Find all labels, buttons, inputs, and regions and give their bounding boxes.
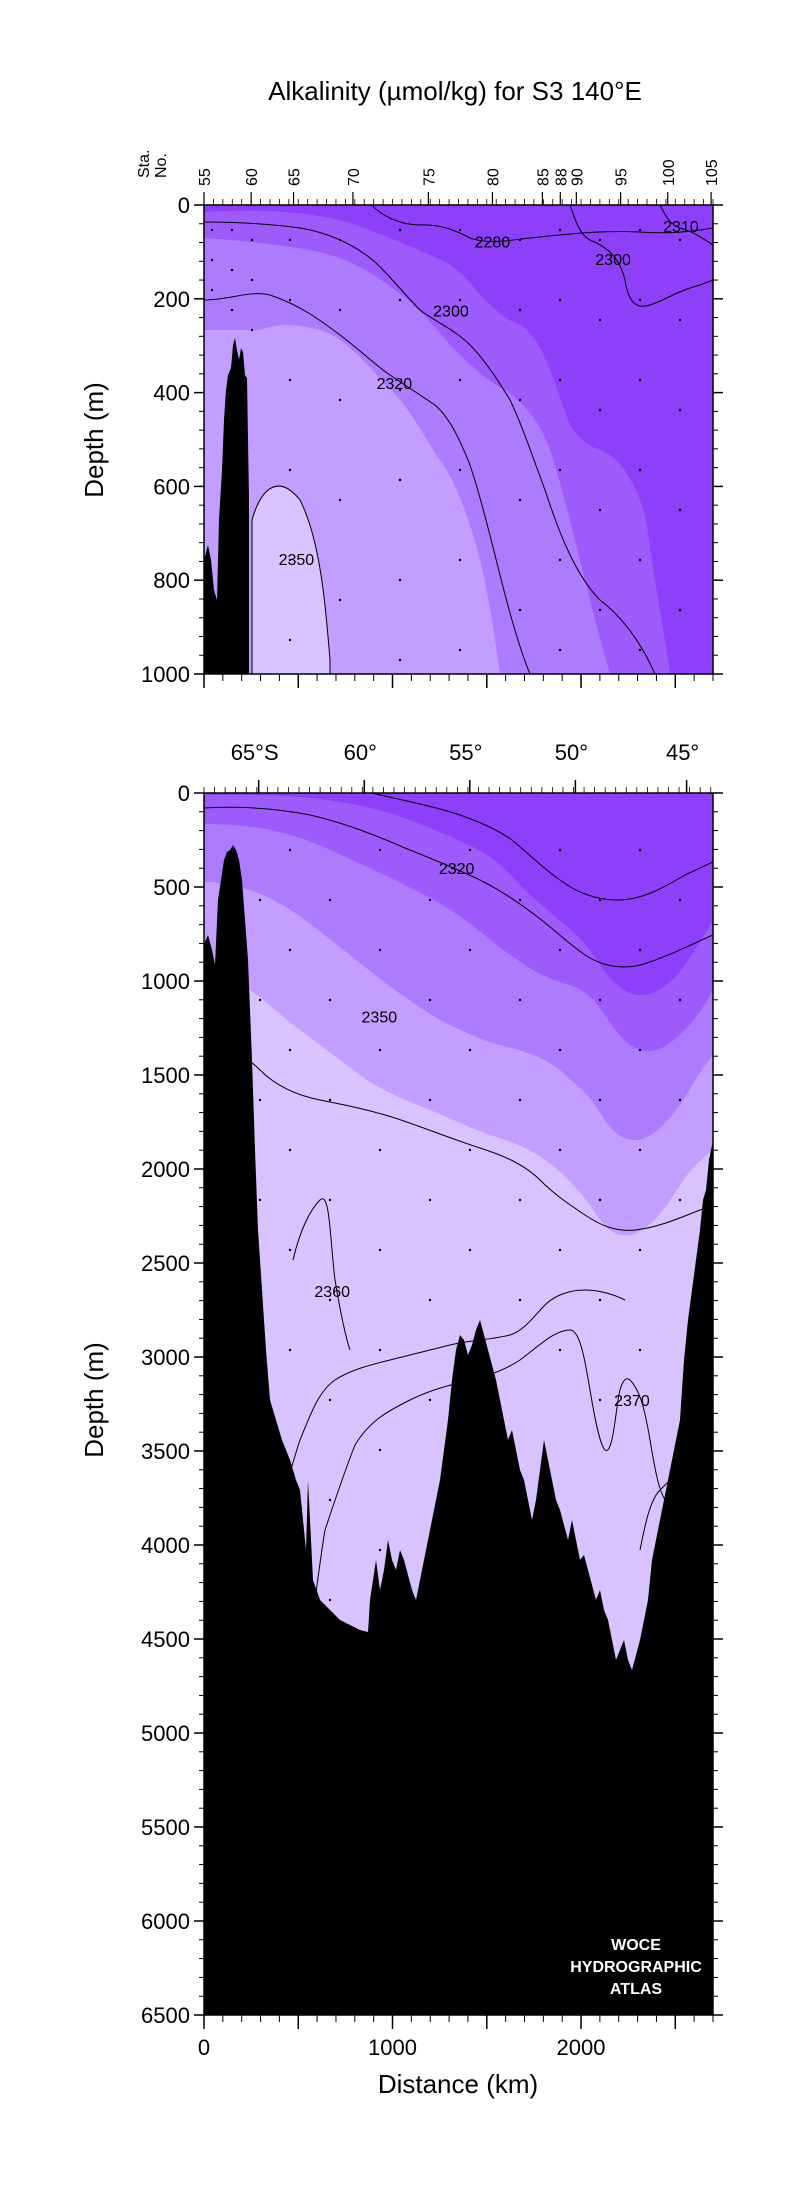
bottom-band-2320 xyxy=(204,793,713,995)
top-y-tick-label: 600 xyxy=(153,474,190,499)
bottom-contour-label: 2350 xyxy=(362,1010,398,1027)
bottom-x-tick-label: 1000 xyxy=(368,2035,417,2060)
bottom-y-tick-label: 6000 xyxy=(141,1909,190,1934)
station-label: 65 xyxy=(287,168,304,186)
bottom-contour-2360b xyxy=(309,1329,671,1641)
top-y-tick-label: 200 xyxy=(153,287,190,312)
top-band-2310 xyxy=(204,205,713,674)
latitude-label: 55° xyxy=(449,740,482,765)
top-plot-area xyxy=(204,205,713,674)
station-label: 55 xyxy=(197,168,214,186)
logo-atlas: ATLAS xyxy=(610,1981,662,1998)
bottom-panel: WOCE HYDROGRAPHIC ATLAS 2320 2350 2360 2370… xyxy=(79,740,723,2099)
bottom-y-tick-label: 2500 xyxy=(141,1251,190,1276)
station-label: 75 xyxy=(421,168,438,186)
station-label: 105 xyxy=(704,159,721,186)
top-contour-2325 xyxy=(204,293,531,674)
bottom-x-axis: 0 1000 2000 xyxy=(198,2015,714,2060)
bottom-y-tick-label: 6500 xyxy=(141,2003,190,2028)
bottom-y-tick-label: 3000 xyxy=(141,1345,190,1370)
top-contour-labels: 2280 2310 2300 2300 2320 2350 xyxy=(279,219,699,569)
station-label: 70 xyxy=(346,168,363,186)
station-label: 100 xyxy=(661,159,678,186)
bottom-contour-label: 2370 xyxy=(614,1393,650,1410)
latitude-label: 50° xyxy=(555,740,588,765)
bottom-contour-2355 xyxy=(204,1039,713,1231)
bottom-contour-label: 2360 xyxy=(314,1284,350,1301)
top-contour-label: 2280 xyxy=(475,235,511,252)
station-label: 90 xyxy=(569,168,586,186)
top-sample-dots xyxy=(210,228,682,662)
top-y-axis: 0 200 400 600 800 1000 xyxy=(141,193,723,688)
bottom-y-tick-label: 500 xyxy=(153,875,190,900)
bottom-contour-2365b xyxy=(292,1198,351,1351)
bottom-contour-label: 2320 xyxy=(439,861,475,878)
top-contour-label: 2300 xyxy=(595,252,631,269)
bottom-y-tick-label: 0 xyxy=(178,781,190,806)
woce-logo: WOCE HYDROGRAPHIC ATLAS xyxy=(570,1937,702,1998)
bottom-x-tick-label: 0 xyxy=(198,2035,210,2060)
bottom-plot-frame xyxy=(203,792,714,2016)
top-contours xyxy=(204,205,713,674)
bottom-bathymetry xyxy=(204,845,713,2015)
top-contour-2315 xyxy=(204,221,656,674)
bottom-x-tick-label: 2000 xyxy=(557,2035,606,2060)
logo-woce: WOCE xyxy=(611,1937,661,1954)
top-panel: 2280 2310 2300 2300 2320 2350 0 200 400 600 800 10… xyxy=(79,150,723,688)
bottom-x-axis-title: Distance (km) xyxy=(378,2069,538,2099)
bottom-y-tick-label: 3500 xyxy=(141,1439,190,1464)
station-axis-label-sta: Sta. xyxy=(136,150,153,178)
top-contour-2310 xyxy=(659,205,713,246)
station-axis-label-no: No. xyxy=(153,153,170,178)
bottom-latitude-axis: 65°S 60° 55° 50° 45° xyxy=(203,740,712,793)
latitude-label: 65°S xyxy=(231,740,279,765)
top-y-axis-title: Depth (m) xyxy=(79,382,109,498)
bottom-y-tick-label: 5000 xyxy=(141,1721,190,1746)
station-label: 85 xyxy=(535,168,552,186)
top-contour-2335 xyxy=(251,485,331,674)
top-bathymetry xyxy=(204,338,249,674)
bottom-y-tick-label: 1500 xyxy=(141,1063,190,1088)
top-y-tick-label: 400 xyxy=(153,381,190,406)
top-contour-label: 2320 xyxy=(377,376,413,393)
station-label: 80 xyxy=(485,168,502,186)
bottom-contour-labels: 2320 2350 2360 2370 xyxy=(314,861,649,1410)
bottom-y-tick-label: 5500 xyxy=(141,1815,190,1840)
bottom-y-tick-label: 4000 xyxy=(141,1533,190,1558)
bottom-y-tick-label: 2000 xyxy=(141,1157,190,1182)
chart-title: Alkalinity (µmol/kg) for S3 140°E xyxy=(268,76,642,106)
top-y-tick-label: 0 xyxy=(178,193,190,218)
station-label: 60 xyxy=(244,168,261,186)
top-y-tick-label: 800 xyxy=(153,568,190,593)
bottom-y-axis-title: Depth (m) xyxy=(79,1342,109,1458)
station-label: 88 xyxy=(553,168,570,186)
bottom-y-tick-label: 4500 xyxy=(141,1627,190,1652)
top-y-tick-label: 1000 xyxy=(141,662,190,687)
top-station-axis: Sta. No. 55 60 65 70 75 80 85 88 90 95 100 105 xyxy=(136,150,721,205)
logo-hydrographic: HYDROGRAPHIC xyxy=(570,1959,702,1976)
latitude-label: 45° xyxy=(666,740,699,765)
top-contour-2300 xyxy=(371,205,713,243)
bottom-contour-2310 xyxy=(371,793,713,901)
bottom-plot-area: WOCE HYDROGRAPHIC ATLAS xyxy=(204,793,713,2015)
top-contour-2305 xyxy=(569,205,713,307)
bottom-y-tick-label: 1000 xyxy=(141,969,190,994)
latitude-label: 60° xyxy=(344,740,377,765)
top-contour-label: 2310 xyxy=(663,219,699,236)
bottom-y-axis: 0 500 1000 1500 2000 2500 3000 3500 4000 4500 5000… xyxy=(141,781,723,2028)
top-contour-label: 2300 xyxy=(433,304,469,321)
station-label: 95 xyxy=(614,168,631,186)
bottom-contour-2315 xyxy=(204,806,713,968)
top-contour-label: 2350 xyxy=(279,552,315,569)
